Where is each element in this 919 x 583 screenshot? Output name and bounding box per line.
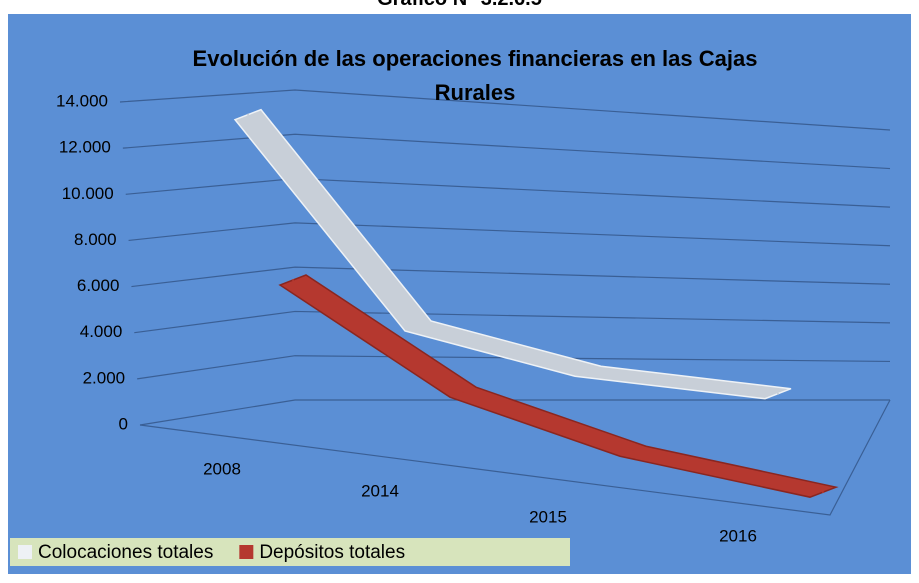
legend-box <box>10 538 570 566</box>
y-tick-label: 14.000 <box>56 91 108 110</box>
data-point <box>462 391 464 394</box>
grid-line <box>128 222 891 247</box>
grid-line <box>134 310 891 334</box>
data-point <box>587 370 589 373</box>
data-point <box>777 392 779 395</box>
chart-title: Evolución de las operaciones financieras… <box>192 46 758 105</box>
grid-line <box>137 355 891 380</box>
grid-line <box>139 399 890 426</box>
legend-label: Depósitos totales <box>259 542 405 563</box>
x-tick-label: 2016 <box>719 526 757 545</box>
grid-line <box>119 89 891 131</box>
y-tick-label: 0 <box>119 414 128 433</box>
floor-edge <box>139 399 891 516</box>
data-point <box>822 491 824 494</box>
y-tick-label: 10.000 <box>62 184 114 203</box>
x-tick-label: 2015 <box>529 507 567 526</box>
data-point <box>632 450 634 453</box>
data-point <box>247 113 249 116</box>
y-tick-label: 12.000 <box>59 138 111 157</box>
x-tick-label: 2014 <box>361 481 399 500</box>
y-tick-label: 4.000 <box>80 322 123 341</box>
data-point <box>417 325 419 328</box>
y-tick-label: 6.000 <box>77 276 120 295</box>
legend-swatch <box>18 545 32 559</box>
grid-line <box>131 266 891 288</box>
x-tick-label: 2008 <box>203 459 241 478</box>
series-ribbon <box>278 274 839 498</box>
caption: Gráfico N° 3.2.6.5 <box>0 0 919 11</box>
legend-label: Colocaciones totales <box>38 542 213 563</box>
series-ribbon <box>233 108 792 400</box>
y-tick-label: 2.000 <box>83 368 126 387</box>
data-point <box>292 279 294 282</box>
grid-line <box>122 133 891 170</box>
legend-swatch <box>239 545 254 559</box>
y-tick-label: 8.000 <box>74 230 117 249</box>
